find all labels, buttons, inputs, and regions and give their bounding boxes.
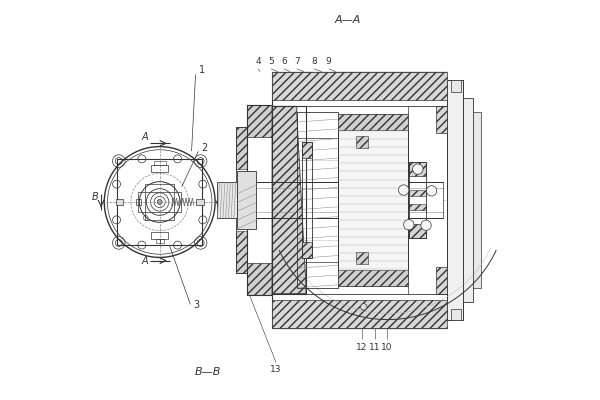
Bar (247, 105, 272, 295)
Bar (451, 80, 461, 92)
Bar (236, 171, 256, 229)
Text: 10: 10 (381, 343, 392, 352)
Bar (136, 199, 142, 205)
Bar (156, 239, 160, 243)
Polygon shape (302, 242, 312, 258)
Polygon shape (236, 127, 247, 169)
Polygon shape (247, 263, 272, 295)
Polygon shape (338, 114, 407, 130)
Circle shape (413, 164, 423, 174)
Polygon shape (409, 204, 427, 210)
Text: 13: 13 (271, 366, 282, 374)
Text: 3: 3 (194, 300, 200, 310)
Polygon shape (338, 270, 407, 286)
Bar (151, 165, 169, 172)
Polygon shape (236, 231, 247, 273)
Polygon shape (409, 190, 427, 196)
Polygon shape (409, 224, 427, 238)
Bar (139, 192, 181, 212)
Bar (145, 184, 174, 220)
Circle shape (404, 220, 414, 230)
Polygon shape (302, 142, 312, 158)
Polygon shape (272, 72, 448, 100)
Text: 4: 4 (256, 58, 261, 66)
Text: B: B (92, 192, 99, 202)
Bar (463, 98, 473, 302)
Polygon shape (272, 106, 306, 294)
Polygon shape (272, 300, 448, 328)
Bar (236, 182, 443, 218)
Polygon shape (436, 106, 448, 134)
Text: 11: 11 (369, 343, 380, 352)
Bar (272, 106, 306, 294)
Bar (236, 182, 443, 218)
Bar (409, 162, 427, 238)
Circle shape (398, 185, 409, 195)
Bar (297, 112, 338, 288)
Bar (151, 232, 169, 239)
Bar (117, 159, 202, 245)
Text: 1: 1 (199, 65, 205, 75)
Text: 8: 8 (311, 58, 317, 66)
Polygon shape (356, 136, 368, 148)
Text: A—A: A—A (335, 15, 361, 25)
Text: 7: 7 (294, 58, 299, 66)
Bar (338, 114, 407, 286)
Bar (302, 142, 312, 258)
Circle shape (361, 304, 367, 310)
Bar (236, 127, 247, 273)
Text: A: A (141, 256, 148, 266)
Text: 5: 5 (268, 58, 274, 66)
Bar (448, 80, 463, 320)
Bar (473, 112, 481, 288)
Text: A: A (141, 132, 148, 142)
Text: B: B (217, 192, 224, 202)
Circle shape (427, 186, 437, 196)
Polygon shape (436, 266, 448, 294)
Text: B—B: B—B (194, 367, 221, 377)
Polygon shape (247, 105, 272, 137)
Bar (154, 161, 166, 165)
Text: 9: 9 (326, 58, 332, 66)
Text: 2: 2 (202, 143, 208, 153)
Bar (160, 239, 164, 243)
Bar (451, 309, 461, 320)
Text: 12: 12 (356, 343, 367, 352)
Bar (116, 199, 123, 205)
Polygon shape (409, 162, 427, 176)
Circle shape (421, 220, 431, 230)
Circle shape (157, 200, 162, 204)
Bar (217, 182, 236, 218)
Polygon shape (356, 252, 368, 264)
Text: 6: 6 (281, 58, 287, 66)
Bar (196, 199, 203, 205)
